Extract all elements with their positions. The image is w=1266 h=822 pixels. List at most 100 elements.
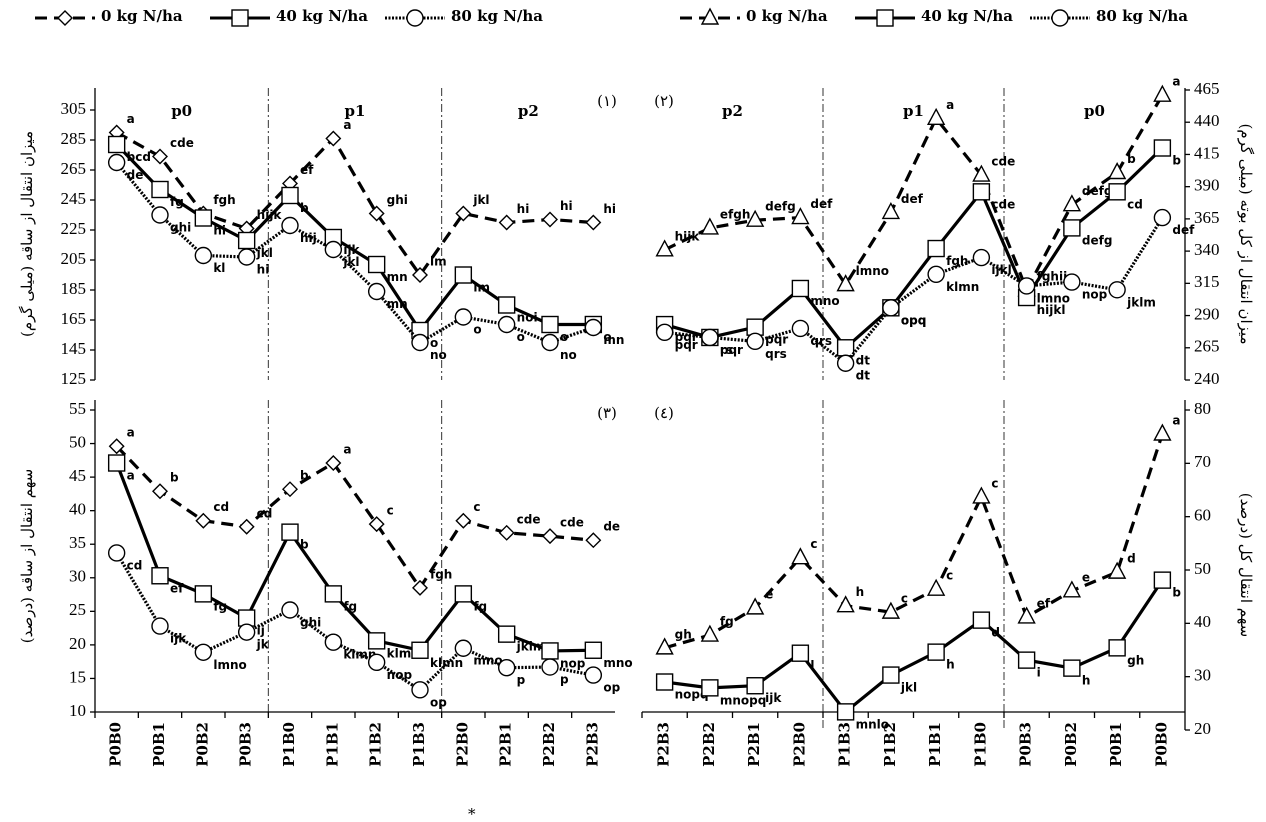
marker [325,130,342,147]
marker [367,653,386,672]
x-tick-label: P0B3 [1017,722,1035,767]
y-axis-title: سهم انتقال از ساقه (درصد) [18,469,36,643]
marker [1153,423,1172,441]
significance-letter: no [560,348,577,362]
marker [972,486,991,504]
marker [1017,277,1036,295]
significance-letter: cde [991,155,1015,169]
marker [655,239,674,257]
marker [700,217,720,235]
legend-label: 0 kg N/ha [746,7,828,25]
legend-marker [1051,9,1069,27]
significance-letter: hi [257,263,270,277]
significance-letter: p [517,673,526,687]
marker [454,266,473,284]
significance-letter: noi [517,311,538,325]
significance-letter: a [127,469,135,483]
y-tick-label: 45 [69,466,86,485]
significance-letter: opq [901,313,926,327]
y-axis-title: میزان انتقال از ساقه (میلی گرم) [18,131,36,337]
marker [655,323,674,342]
y-tick-label: 290 [1194,304,1220,323]
significance-letter: pqr [720,343,743,357]
significance-letter: dt [856,369,871,383]
marker [1153,139,1172,157]
significance-letter: fg [720,615,734,629]
x-tick-label: P2B0 [790,722,808,767]
significance-letter: def [1172,223,1195,237]
significance-letter: a [1172,75,1180,89]
significance-letter: nop [1082,288,1108,302]
y-tick-label: 265 [1194,337,1220,356]
marker [411,681,429,699]
significance-letter: lm [430,255,447,269]
significance-letter: ijk [170,632,187,646]
marker [325,455,342,472]
significance-letter: hi [517,202,530,216]
marker [1017,651,1036,669]
significance-letter: fg [343,599,357,613]
x-tick-label: P1B3 [836,722,854,767]
marker [107,544,126,562]
y-tick-label: 390 [1194,176,1220,195]
y-tick-label: 265 [61,159,87,178]
marker [836,354,855,372]
y-tick-label: 125 [61,369,87,388]
significance-letter: fg [170,195,184,209]
significance-letter: fgh [430,567,452,581]
marker [194,209,213,227]
significance-letter: bcd [127,150,151,164]
significance-letter: hi [213,224,226,238]
significance-letter: cde [517,512,541,526]
marker [237,231,256,250]
marker [542,528,558,545]
marker [584,318,603,337]
significance-letter: hi [560,199,573,213]
significance-letter: qrs [810,334,832,348]
series-line [664,433,1164,650]
marker [368,205,385,222]
marker [1153,208,1172,227]
marker [238,518,255,535]
y-tick-label: 50 [69,432,86,451]
significance-letter: a [343,118,351,132]
y-tick-label: 30 [1194,666,1211,685]
y-tick-label: 285 [61,129,87,148]
significance-letter: cd [213,500,229,514]
significance-letter: cde [170,136,194,150]
y-tick-label: 25 [69,600,86,619]
significance-letter: l [810,659,814,673]
significance-letter: klmn [343,648,376,662]
marker [367,282,386,301]
marker [745,597,765,615]
panel-label: (۲) [654,92,674,110]
legend-marker [876,9,894,27]
significance-letter: rs [720,343,733,357]
significance-letter: nop [387,668,413,682]
significance-letter: def [810,197,833,211]
significance-letter: pqr [675,338,698,352]
marker [367,632,386,650]
significance-letter: nop [560,656,586,670]
significance-letter: de [127,168,144,182]
significance-letter: def [901,192,924,206]
panel-label: (۱) [597,92,617,110]
marker [497,296,516,314]
significance-letter: a [343,443,351,457]
x-tick-label: P2B3 [583,722,601,767]
marker [412,579,428,596]
significance-letter: jklm [516,640,546,654]
x-tick-label: P2B2 [540,722,558,767]
marker [194,585,213,603]
y-tick-label: 340 [1194,240,1220,259]
marker [107,153,126,172]
significance-letter: e [1082,570,1090,584]
significance-letter: hijkl [1037,303,1066,317]
significance-letter: defg [765,200,796,214]
marker [412,267,428,283]
marker [584,641,603,659]
significance-letter: gh [675,627,692,641]
x-tick-label: P2B0 [453,722,471,767]
legend-label: 40 kg N/ha [276,7,368,25]
section-label: p1 [903,102,924,120]
